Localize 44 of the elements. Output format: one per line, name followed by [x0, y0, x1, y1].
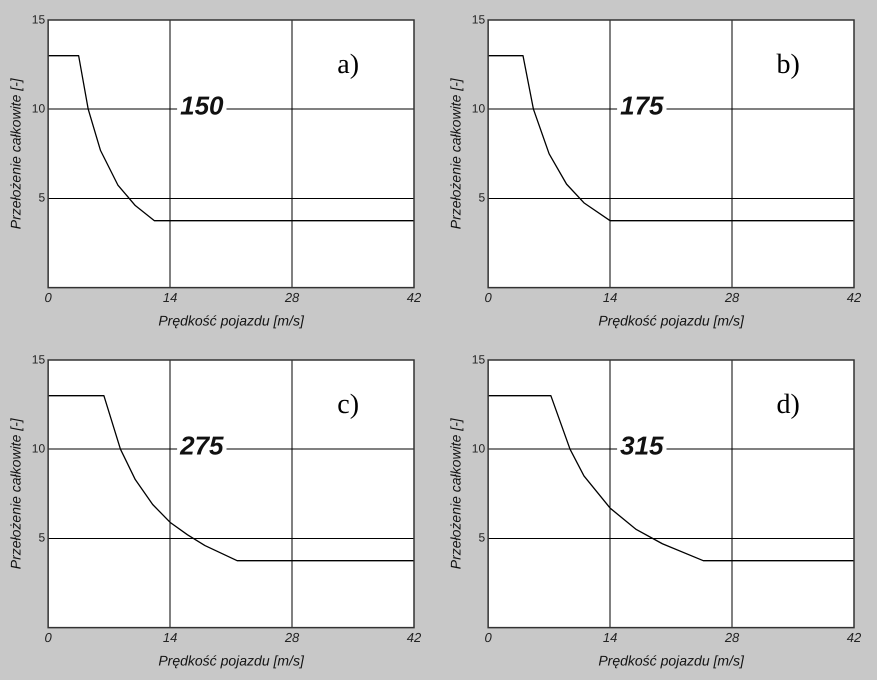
x-tick-label: 0: [484, 290, 493, 306]
text: c): [337, 388, 360, 420]
x-axis-title: Prędkość pojazdu [m/s]: [158, 312, 305, 328]
x-tick-label: 42: [406, 290, 422, 306]
y-tick-label: 15: [32, 12, 46, 26]
y-tick-label: 15: [472, 352, 486, 366]
x-tick-label: 0: [44, 290, 53, 306]
y-tick-label: 15: [472, 12, 486, 26]
annotation: 315: [620, 430, 664, 460]
x-tick-label: 14: [162, 630, 178, 646]
annotation: 175: [620, 90, 664, 120]
x-tick-label: 14: [602, 630, 618, 646]
y-tick-label: 15: [32, 352, 46, 366]
x-tick-label: 28: [284, 630, 300, 646]
y-tick-label: 10: [472, 442, 486, 456]
text: b): [776, 48, 800, 80]
x-tick-label: 28: [724, 630, 740, 646]
y-tick-label: 10: [32, 442, 46, 456]
y-axis-title: Przełożenie całkowite [-]: [447, 77, 464, 230]
y-tick-label: 5: [478, 190, 486, 205]
x-tick-label: 0: [484, 630, 493, 646]
annotation: 275: [179, 430, 224, 460]
annotation: 150: [180, 90, 224, 120]
x-tick-label: 28: [724, 290, 740, 306]
y-tick-label: 5: [38, 190, 46, 205]
y-tick-label: 10: [472, 102, 486, 116]
x-tick-label: 42: [846, 630, 862, 646]
y-tick-label: 5: [38, 530, 46, 545]
text: a): [337, 48, 360, 80]
x-axis-title: Prędkość pojazdu [m/s]: [158, 652, 305, 668]
text: d): [776, 388, 800, 420]
x-tick-label: 14: [602, 290, 618, 306]
y-axis-title: Przełożenie całkowite [-]: [7, 77, 24, 230]
y-tick-label: 5: [478, 530, 486, 545]
y-axis-title: Przełożenie całkowite [-]: [447, 417, 464, 570]
x-tick-label: 42: [846, 290, 862, 306]
x-tick-label: 42: [406, 630, 422, 646]
x-axis-title: Prędkość pojazdu [m/s]: [598, 652, 745, 668]
x-tick-label: 28: [284, 290, 300, 306]
x-tick-label: 14: [162, 290, 178, 306]
x-axis-title: Prędkość pojazdu [m/s]: [598, 312, 745, 328]
x-tick-label: 0: [44, 630, 53, 646]
y-tick-label: 10: [32, 102, 46, 116]
y-axis-title: Przełożenie całkowite [-]: [7, 417, 24, 570]
